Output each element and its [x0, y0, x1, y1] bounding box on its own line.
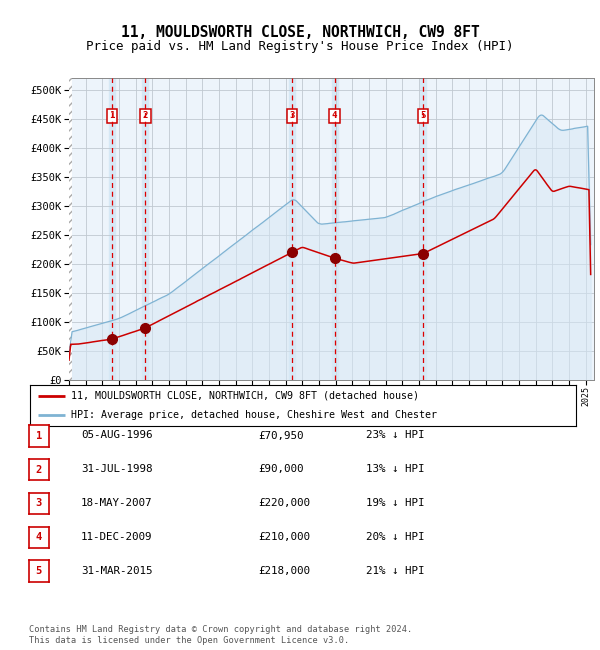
- Bar: [420, 78, 426, 380]
- Text: 19% ↓ HPI: 19% ↓ HPI: [366, 498, 425, 508]
- Text: £218,000: £218,000: [258, 566, 310, 576]
- Bar: [332, 78, 338, 380]
- Text: 4: 4: [35, 532, 42, 542]
- Text: 11, MOULDSWORTH CLOSE, NORTHWICH, CW9 8FT (detached house): 11, MOULDSWORTH CLOSE, NORTHWICH, CW9 8F…: [71, 391, 419, 401]
- Text: 3: 3: [35, 499, 42, 508]
- Text: £210,000: £210,000: [258, 532, 310, 542]
- Text: 2: 2: [143, 111, 148, 120]
- Text: 11, MOULDSWORTH CLOSE, NORTHWICH, CW9 8FT: 11, MOULDSWORTH CLOSE, NORTHWICH, CW9 8F…: [121, 25, 479, 40]
- Text: 21% ↓ HPI: 21% ↓ HPI: [366, 566, 425, 576]
- Text: 1: 1: [109, 111, 115, 120]
- Text: 3: 3: [289, 111, 295, 120]
- Bar: [142, 78, 148, 380]
- Text: Contains HM Land Registry data © Crown copyright and database right 2024.
This d: Contains HM Land Registry data © Crown c…: [29, 625, 412, 645]
- Text: 1: 1: [35, 431, 42, 441]
- Text: 13% ↓ HPI: 13% ↓ HPI: [366, 464, 425, 474]
- Text: 5: 5: [35, 566, 42, 576]
- Text: 11-DEC-2009: 11-DEC-2009: [81, 532, 152, 542]
- Text: 31-JUL-1998: 31-JUL-1998: [81, 464, 152, 474]
- Bar: [109, 78, 115, 380]
- Text: 31-MAR-2015: 31-MAR-2015: [81, 566, 152, 576]
- Text: 05-AUG-1996: 05-AUG-1996: [81, 430, 152, 441]
- Text: 20% ↓ HPI: 20% ↓ HPI: [366, 532, 425, 542]
- Text: 5: 5: [421, 111, 426, 120]
- Text: Price paid vs. HM Land Registry's House Price Index (HPI): Price paid vs. HM Land Registry's House …: [86, 40, 514, 53]
- Text: £70,950: £70,950: [258, 430, 304, 441]
- Text: 4: 4: [332, 111, 337, 120]
- Text: £90,000: £90,000: [258, 464, 304, 474]
- Text: 2: 2: [35, 465, 42, 474]
- Text: 18-MAY-2007: 18-MAY-2007: [81, 498, 152, 508]
- Text: £220,000: £220,000: [258, 498, 310, 508]
- Bar: [289, 78, 295, 380]
- Text: 23% ↓ HPI: 23% ↓ HPI: [366, 430, 425, 441]
- Text: HPI: Average price, detached house, Cheshire West and Chester: HPI: Average price, detached house, Ches…: [71, 410, 437, 421]
